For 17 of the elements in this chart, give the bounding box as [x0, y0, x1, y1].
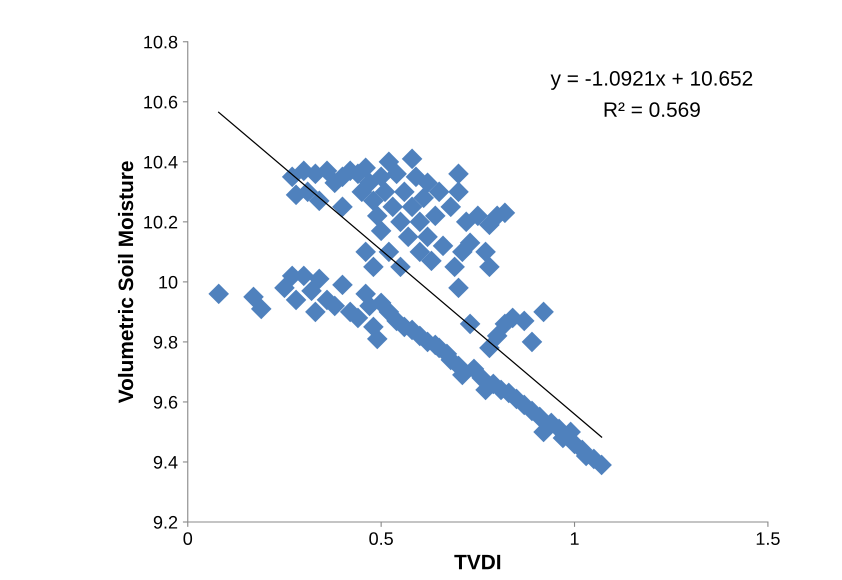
y-tick-label: 9.4	[154, 456, 178, 469]
y-tick-label: 10.4	[144, 156, 178, 169]
y-tick-label: 9.8	[154, 336, 178, 349]
y-tick-label: 10	[159, 276, 178, 289]
y-tick-label: 9.2	[154, 516, 178, 529]
x-tick-label: 1.5	[756, 532, 780, 545]
x-tick-label: 0.5	[369, 532, 393, 545]
y-tick-label: 10.2	[144, 216, 178, 229]
x-tick-label: 1	[570, 532, 579, 545]
annotation: R² = 0.569	[604, 102, 700, 117]
x-tick-label: 0	[183, 532, 192, 545]
y-axis-title: Volumetric Soil Moisture	[118, 161, 134, 404]
y-tick-label: 10.8	[144, 36, 178, 48]
y-tick-label: 10.6	[144, 96, 178, 109]
y-tick-label: 9.6	[154, 396, 178, 409]
x-axis-title: TVDI	[454, 554, 500, 570]
annotation: y = -1.0921x + 10.652	[550, 71, 752, 90]
